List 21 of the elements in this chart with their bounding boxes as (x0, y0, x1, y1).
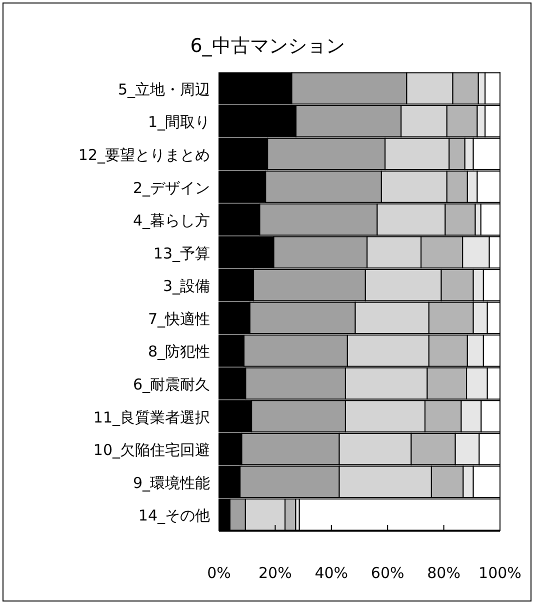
y-tick-label: 5_立地・周辺 (118, 80, 210, 98)
y-tick-label: 4_暮らし方 (132, 212, 210, 230)
x-tick-label: 0% (207, 564, 231, 582)
x-tick-label: 40% (314, 564, 348, 582)
y-tick-label: 8_防犯性 (148, 342, 210, 361)
y-tick-label: 3_設備 (162, 277, 210, 296)
y-tick-label: 6_耐震耐久 (132, 375, 210, 394)
x-tick-label: 100% (478, 564, 522, 582)
y-tick-label: 1_間取り (148, 113, 210, 132)
y-tick-label: 14_その他 (138, 506, 210, 525)
y-tick-label: 10_欠陥住宅回避 (93, 441, 210, 460)
y-tick-label: 13_予算 (153, 244, 210, 262)
y-tick-label: 2_デザイン (132, 178, 210, 197)
y-tick-label: 12_要望とりまとめ (78, 146, 210, 164)
x-tick-label: 60% (370, 564, 404, 582)
y-tick-label: 9_環境性能 (132, 474, 210, 492)
chart-title: 6_中古マンション (190, 35, 345, 57)
x-tick-label: 80% (427, 564, 460, 582)
y-tick-label: 11_良質業者選択 (93, 408, 210, 426)
y-tick-label: 7_快適性 (148, 310, 210, 328)
x-tick-label: 20% (258, 564, 292, 582)
